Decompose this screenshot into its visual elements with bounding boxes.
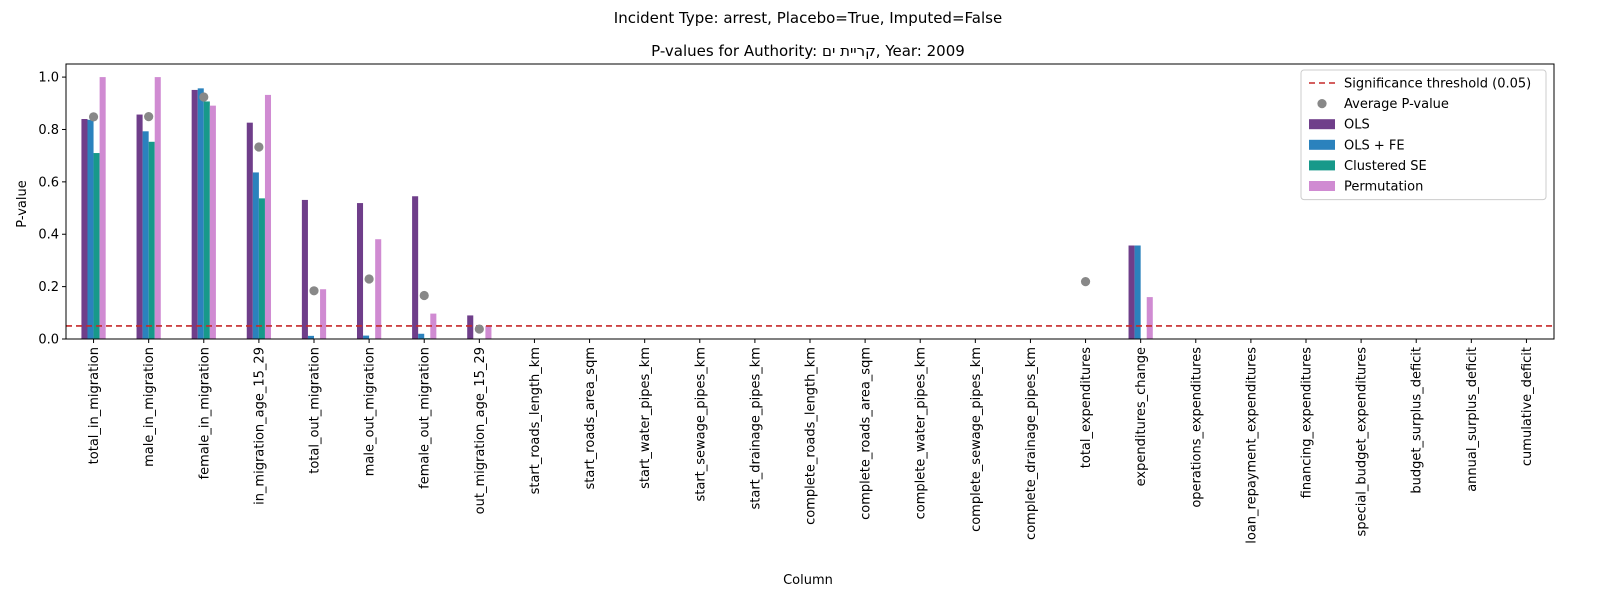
bar-ols-19 bbox=[1128, 245, 1135, 339]
plot-area: 0.0 0.2 0.4 0.6 0.8 1.0 total_in_migration male… bbox=[38, 63, 1555, 544]
bar-ols-1 bbox=[136, 114, 143, 339]
y-axis-label: P-value bbox=[15, 180, 30, 227]
average-point-4 bbox=[309, 286, 319, 296]
legend-label-permutation: Permutation bbox=[1344, 180, 1423, 195]
bar-permutation-19 bbox=[1146, 297, 1153, 339]
x-axis-label: Column bbox=[783, 573, 833, 588]
bar-permutation-5 bbox=[375, 239, 382, 339]
x-tick-label-24: budget_surplus_deficit bbox=[1410, 347, 1425, 494]
legend-swatch-ols-fe bbox=[1309, 139, 1335, 150]
x-tick-label-1: male_in_migration bbox=[142, 347, 157, 467]
y-tick-label-1: 0.2 bbox=[38, 280, 59, 295]
y-tick-label-3: 0.6 bbox=[38, 175, 59, 190]
bar-ols-5 bbox=[356, 203, 364, 339]
y-tick-label-0: 0.0 bbox=[38, 333, 59, 348]
bar-permutation-6 bbox=[430, 313, 437, 339]
legend-average-label: Average P-value bbox=[1344, 97, 1449, 112]
average-point-3 bbox=[254, 142, 264, 152]
x-tick-label-11: start_sewage_pipes_km bbox=[693, 347, 708, 501]
x-tick-label-0: total_in_migration bbox=[87, 347, 102, 464]
bar-permutation-2 bbox=[209, 105, 216, 340]
y-tick-label-4: 0.8 bbox=[38, 123, 59, 138]
average-point-1 bbox=[144, 112, 154, 122]
x-tick-label-25: annual_surplus_deficit bbox=[1465, 347, 1480, 492]
average-point-6 bbox=[419, 290, 429, 301]
x-tick-label-16: complete_sewage_pipes_km bbox=[969, 347, 984, 532]
x-tick-label-20: operations_expenditures bbox=[1189, 347, 1204, 508]
x-tick-label-5: male_out_migration bbox=[363, 347, 378, 476]
x-tick-label-3: in_migration_age_15_29 bbox=[252, 347, 267, 505]
bar-ols-fe-4 bbox=[307, 335, 314, 339]
x-tick-label-2: female_in_migration bbox=[197, 347, 212, 479]
legend-swatch-clustered-se bbox=[1309, 160, 1335, 171]
bar-clustered-se-3 bbox=[258, 198, 265, 339]
bar-permutation-4 bbox=[320, 289, 327, 339]
bar-permutation-1 bbox=[154, 77, 161, 339]
average-point-5 bbox=[364, 274, 374, 284]
x-tick-label-4: total_out_migration bbox=[308, 347, 323, 474]
legend-label-ols: OLS bbox=[1344, 118, 1370, 133]
legend-swatch-permutation bbox=[1309, 181, 1335, 191]
legend-swatch-ols bbox=[1309, 119, 1335, 130]
bar-ols-fe-1 bbox=[142, 131, 149, 339]
bar-ols-fe-6 bbox=[418, 333, 425, 339]
x-tick-label-6: female_out_migration bbox=[418, 347, 433, 489]
x-tick-label-12: start_drainage_pipes_km bbox=[748, 347, 763, 510]
average-point-7 bbox=[474, 324, 484, 334]
legend-threshold-label: Significance threshold (0.05) bbox=[1344, 77, 1531, 92]
x-tick-label-21: loan_repayment_expenditures bbox=[1244, 347, 1259, 544]
average-point-18 bbox=[1080, 277, 1091, 287]
x-tick-label-15: complete_water_pipes_km bbox=[914, 347, 929, 519]
x-tick-label-9: start_roads_area_sqm bbox=[583, 347, 598, 489]
x-tick-label-7: out_migration_age_15_29 bbox=[473, 347, 488, 514]
y-tick-label-2: 0.4 bbox=[38, 228, 59, 243]
x-tick-label-23: special_budget_expenditures bbox=[1355, 347, 1370, 537]
bar-ols-fe-0 bbox=[87, 119, 94, 340]
bar-ols-fe-19 bbox=[1134, 245, 1141, 339]
bar-ols-fe-2 bbox=[197, 88, 204, 339]
bar-ols-7 bbox=[467, 315, 474, 339]
x-tick-label-19: expenditures_change bbox=[1134, 347, 1149, 486]
x-tick-label-22: financing_expenditures bbox=[1300, 347, 1315, 499]
bar-permutation-0 bbox=[99, 77, 106, 339]
chart-suptitle: Incident Type: arrest, Placebo=True, Imp… bbox=[614, 9, 1002, 27]
x-tick-label-13: complete_roads_length_km bbox=[804, 347, 819, 525]
bar-clustered-se-2 bbox=[203, 101, 210, 339]
x-tick-label-10: start_water_pipes_km bbox=[638, 347, 653, 489]
x-tick-label-26: cumulative_deficit bbox=[1520, 347, 1535, 466]
bar-ols-2 bbox=[191, 89, 198, 339]
x-tick-label-14: complete_roads_area_sqm bbox=[859, 347, 874, 520]
bar-ols-4 bbox=[301, 199, 308, 339]
average-point-2 bbox=[199, 92, 209, 102]
bar-ols-0 bbox=[81, 119, 88, 339]
legend: Significance threshold (0.05) Average P-v… bbox=[1300, 69, 1547, 201]
x-tick-label-8: start_roads_length_km bbox=[528, 347, 543, 494]
legend-label-ols-fe: OLS + FE bbox=[1344, 138, 1405, 153]
y-tick-label-5: 1.0 bbox=[38, 71, 59, 86]
chart-title: P-values for Authority: קריית ים, Year: … bbox=[651, 42, 965, 60]
bar-ols-fe-5 bbox=[363, 335, 370, 339]
bar-ols-fe-3 bbox=[252, 172, 259, 339]
x-tick-label-18: total_expenditures bbox=[1079, 347, 1094, 468]
bar-clustered-se-0 bbox=[93, 153, 100, 339]
bar-permutation-7 bbox=[485, 325, 492, 339]
bar-clustered-se-1 bbox=[148, 141, 155, 339]
legend-average-swatch bbox=[1317, 99, 1327, 109]
legend-label-clustered-se: Clustered SE bbox=[1344, 159, 1427, 174]
legend-box bbox=[1300, 69, 1547, 201]
bar-ols-6 bbox=[412, 196, 419, 339]
average-point-0 bbox=[88, 112, 99, 122]
bar-permutation-3 bbox=[264, 94, 272, 340]
x-tick-label-17: complete_drainage_pipes_km bbox=[1024, 347, 1039, 540]
bar-ols-3 bbox=[246, 122, 253, 340]
